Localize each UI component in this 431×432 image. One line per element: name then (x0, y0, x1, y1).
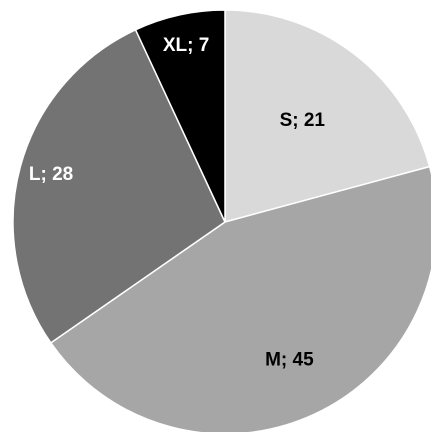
pie-slice-m (49, 165, 431, 432)
pie-slice-xl (134, 9, 226, 223)
pie-slices (12, 9, 431, 432)
pie-data-labels: S; 21 M; 45 L; 28 XL; 7 (29, 35, 326, 370)
pie-slice-s (224, 9, 431, 223)
pie-slice-l (12, 28, 226, 344)
data-label-s: S; 21 (280, 110, 326, 131)
data-label-xl: XL; 7 (163, 35, 209, 56)
data-label-l: L; 28 (29, 164, 73, 185)
data-label-m: M; 45 (265, 349, 314, 370)
